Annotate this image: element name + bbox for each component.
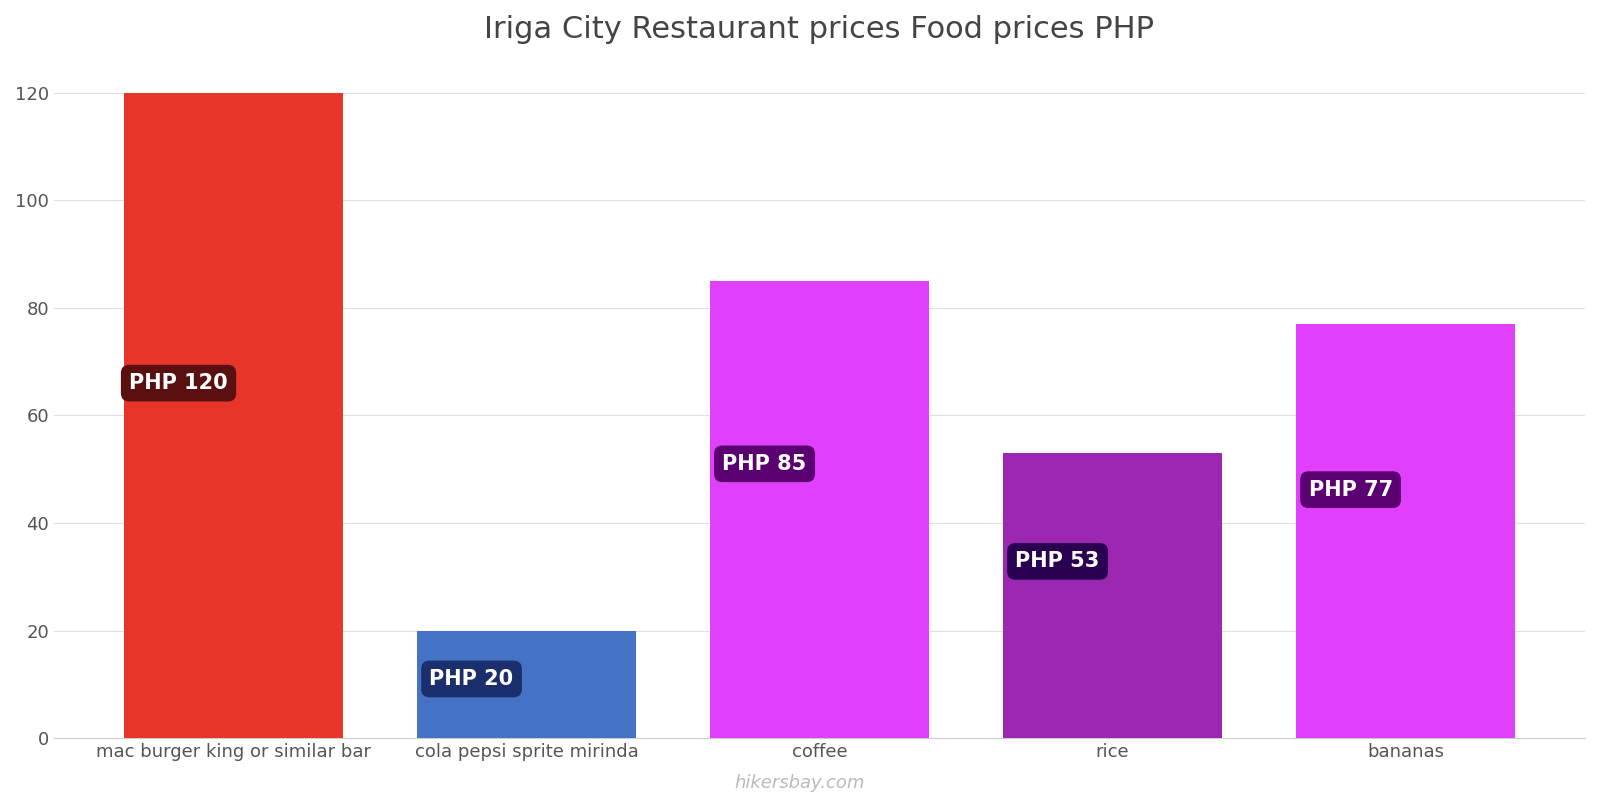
Text: PHP 53: PHP 53 <box>1016 551 1099 571</box>
Text: PHP 85: PHP 85 <box>723 454 806 474</box>
Text: PHP 120: PHP 120 <box>130 373 227 393</box>
Text: PHP 77: PHP 77 <box>1309 480 1392 500</box>
Text: hikersbay.com: hikersbay.com <box>734 774 866 792</box>
Bar <box>1296 324 1515 738</box>
Bar <box>1003 453 1222 738</box>
Bar <box>123 93 344 738</box>
Text: PHP 20: PHP 20 <box>429 669 514 689</box>
Title: Iriga City Restaurant prices Food prices PHP: Iriga City Restaurant prices Food prices… <box>485 15 1155 44</box>
Bar <box>710 281 930 738</box>
Bar <box>416 630 637 738</box>
